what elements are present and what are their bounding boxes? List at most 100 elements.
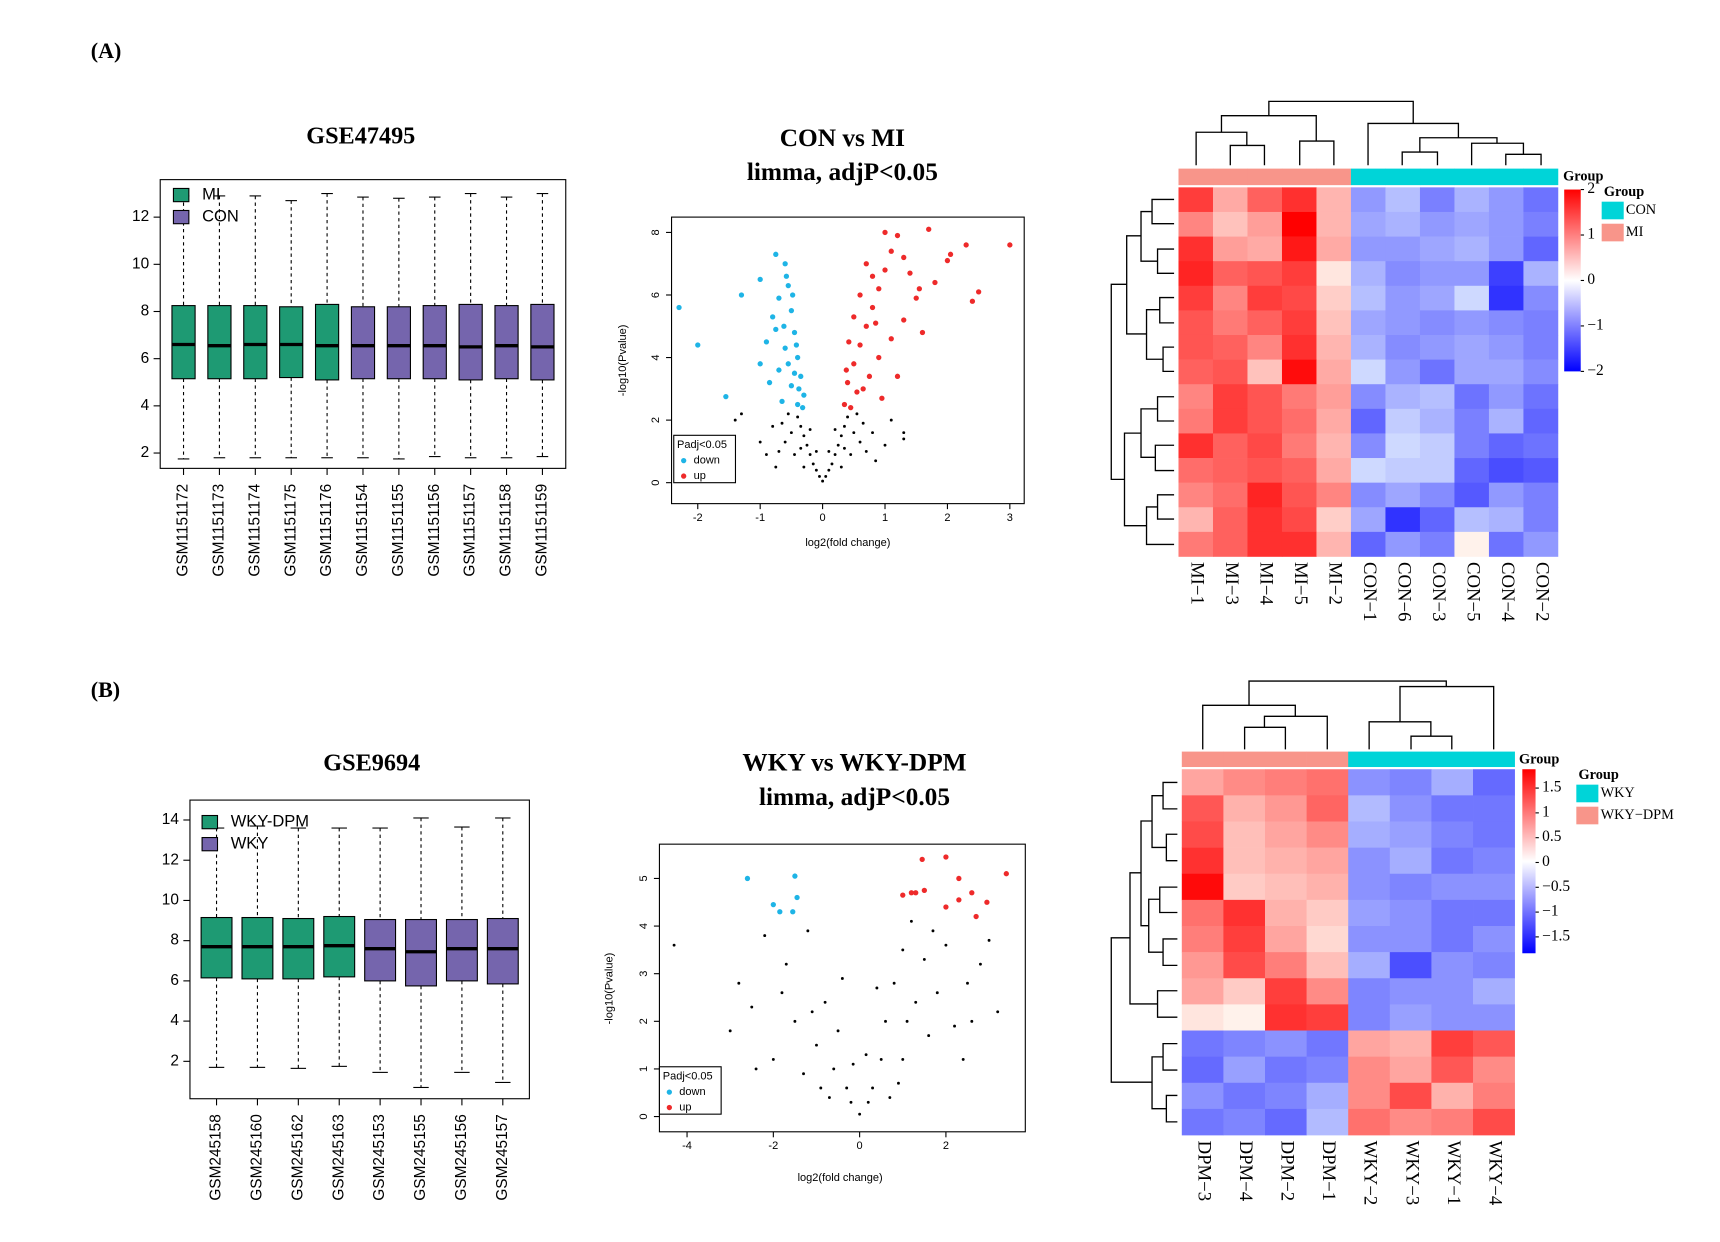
legend-swatch [172, 209, 190, 225]
point [832, 1067, 836, 1071]
heatmap-cell [1316, 236, 1352, 262]
heatmap-cell [1389, 1030, 1432, 1057]
plot-frame [670, 216, 1025, 505]
row-dendrogram [1110, 781, 1178, 1123]
box [314, 303, 340, 381]
heatmap-cell [1316, 310, 1352, 336]
heatmap-cell [1281, 384, 1317, 410]
point [843, 424, 846, 428]
y-tick-label: 8 [170, 932, 179, 949]
x-tick-label: 2 [943, 1140, 949, 1152]
point [901, 254, 907, 261]
heatmap-cell [1247, 285, 1283, 311]
legend-label: MI [202, 184, 220, 203]
point [788, 383, 795, 389]
heatmap-cell [1385, 261, 1421, 287]
heatmap-cell [1348, 899, 1391, 927]
group-bar [1348, 751, 1391, 768]
column-label: CON−2 [1531, 562, 1552, 621]
heatmap-cell [1181, 769, 1224, 796]
column-label: CON−1 [1359, 562, 1380, 621]
x-tick-label: GSM1151158 [498, 484, 515, 577]
heatmap-cell [1488, 236, 1524, 262]
heatmap-cell [1281, 482, 1317, 508]
point [770, 901, 776, 908]
point [975, 289, 982, 295]
y-tick-label: 4 [170, 1012, 179, 1029]
heatmap-cell [1316, 507, 1352, 533]
point [984, 899, 990, 905]
heatmap-cell [1488, 285, 1524, 311]
heatmap-cell [1419, 458, 1455, 483]
column-label: MI−2 [1324, 562, 1345, 605]
x-tick-label: GSM1151154 [354, 483, 371, 576]
y-tick-label: 2 [650, 417, 662, 423]
point [754, 1067, 758, 1071]
heatmap-cell [1454, 408, 1490, 434]
point [996, 1010, 1000, 1014]
point [913, 890, 919, 896]
point [845, 1086, 849, 1090]
column-label: MI−1 [1186, 562, 1207, 605]
color-bar-label: 1 [1542, 803, 1550, 820]
heatmap-cell [1178, 334, 1214, 360]
point [740, 412, 743, 416]
heatmap-cell [1431, 795, 1474, 822]
heatmap-cell [1454, 531, 1490, 557]
point [776, 295, 782, 301]
heatmap-cell [1212, 236, 1248, 262]
point [902, 437, 906, 441]
heatmap-cell [1316, 359, 1352, 385]
point [901, 1057, 905, 1061]
heatmap-cell [1181, 795, 1224, 822]
point [794, 401, 801, 408]
legend-label: CON [1626, 202, 1656, 218]
heatmap-cell [1348, 926, 1391, 953]
heatmap-cell [1473, 795, 1515, 822]
heatmap-cell [1316, 285, 1352, 311]
point [789, 431, 793, 435]
legend-label: down [679, 1086, 705, 1098]
point [1007, 242, 1013, 248]
heatmap-cell [1385, 334, 1421, 360]
group-bar [1223, 751, 1266, 768]
point [738, 292, 745, 298]
point [879, 395, 885, 401]
heatmap-cell [1265, 1056, 1307, 1084]
heatmap-cell [1431, 1108, 1474, 1136]
x-tick-label: GSM1151173 [210, 484, 227, 577]
point [849, 1100, 853, 1104]
heatmap-cell [1223, 769, 1266, 796]
heatmap-cell [1281, 285, 1317, 311]
point [836, 443, 840, 447]
point [876, 286, 882, 292]
color-bar-label: −1.5 [1542, 927, 1570, 944]
point [864, 1053, 868, 1057]
heatmap-cell [1306, 899, 1349, 927]
point [894, 373, 901, 379]
heatmap-cell [1212, 433, 1248, 459]
legend-label: WKY [231, 834, 269, 853]
y-tick-label: 10 [162, 892, 179, 909]
column-label: WKY−4 [1485, 1141, 1506, 1206]
heatmap-cell [1473, 821, 1515, 848]
heatmap-cell [1348, 952, 1391, 979]
point [798, 373, 804, 379]
point [839, 465, 843, 469]
column-label: CON−5 [1462, 562, 1483, 621]
heatmap-cell [1454, 507, 1490, 533]
x-tick-label: GSM1151156 [426, 484, 443, 577]
point [802, 1072, 805, 1076]
heatmap-cell [1488, 507, 1524, 533]
legend-label: MI [1626, 224, 1644, 240]
point [844, 379, 851, 386]
heatmap-cell [1348, 978, 1391, 1005]
heatmap-cell [1523, 458, 1559, 483]
x-tick-label: 0 [820, 512, 826, 524]
heatmap-cell [1523, 285, 1559, 311]
point [796, 415, 800, 419]
point [770, 314, 776, 320]
y-tick-label: 6 [650, 292, 662, 298]
heatmap-cell [1431, 926, 1474, 953]
heatmap-cell [1523, 334, 1559, 360]
